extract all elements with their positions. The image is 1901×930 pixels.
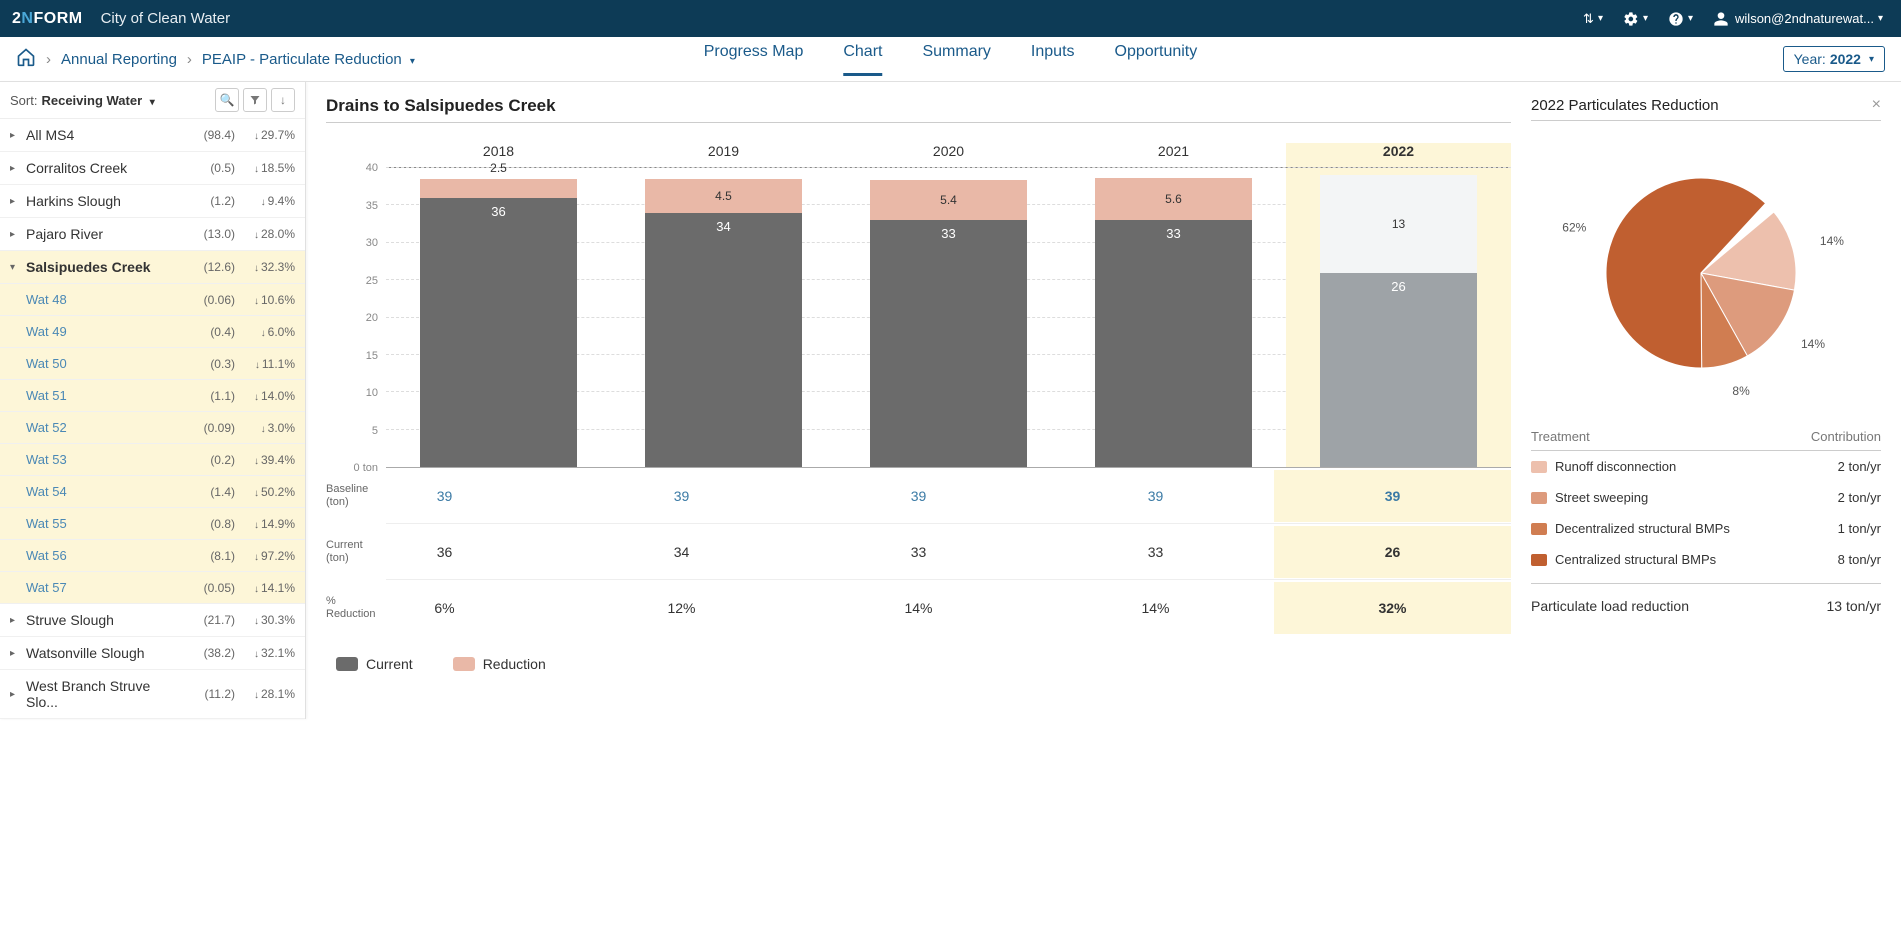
contribution-row: Centralized structural BMPs8 ton/yr <box>1531 544 1881 575</box>
tab-progress-map[interactable]: Progress Map <box>704 43 804 76</box>
breadcrumb-l1[interactable]: Annual Reporting <box>61 51 177 68</box>
year-header: 2021 <box>1061 143 1286 167</box>
y-axis: 4035302520151050 ton <box>326 168 386 468</box>
contribution-row: Runoff disconnection2 ton/yr <box>1531 451 1881 482</box>
sync-icon[interactable]: ⇅▾ <box>1577 7 1609 31</box>
svg-text:14%: 14% <box>1801 337 1825 351</box>
pct-cell: 14% <box>800 582 1037 634</box>
svg-text:14%: 14% <box>1820 234 1844 248</box>
sidebar-item[interactable]: ▸ Corralitos Creek (0.5) ↓18.5% <box>0 152 305 185</box>
bar-cell: 1326 <box>1286 168 1511 467</box>
sidebar-item[interactable]: ▸ West Branch Struve Slo... (11.2) ↓28.1… <box>0 670 305 719</box>
sidebar-item[interactable]: ▸ Watsonville Slough (38.2) ↓32.1% <box>0 637 305 670</box>
breadcrumb-sep: › <box>187 51 192 68</box>
baseline-label: Baseline (ton) <box>326 482 386 508</box>
current-cell: 33 <box>800 526 1037 578</box>
year-header: 2019 <box>611 143 836 167</box>
total-value: 13 ton/yr <box>1827 598 1881 614</box>
sort-row: Sort: Receiving Water ▾ 🔍 ↓ <box>0 82 305 119</box>
year-header: 2020 <box>836 143 1061 167</box>
sidebar-item[interactable]: ▸ Pajaro River (13.0) ↓28.0% <box>0 218 305 251</box>
svg-text:8%: 8% <box>1732 384 1750 398</box>
settings-icon[interactable]: ▾ <box>1617 7 1654 31</box>
sidebar-child-item[interactable]: Wat 49 (0.4) ↓6.0% <box>0 316 305 348</box>
sub-bar: › Annual Reporting › PEAIP - Particulate… <box>0 37 1901 82</box>
sidebar-tree: ▸ All MS4 (98.4) ↓29.7%▸ Corralitos Cree… <box>0 119 305 719</box>
breadcrumb-l2[interactable]: PEAIP - Particulate Reduction ▾ <box>202 51 415 68</box>
chart-title: Drains to Salsipuedes Creek <box>326 96 1511 123</box>
sidebar-child-item[interactable]: Wat 55 (0.8) ↓14.9% <box>0 508 305 540</box>
current-cell: 26 <box>1274 526 1511 578</box>
pct-row: % Reduction 6% 12% 14% 14% 32% <box>386 580 1511 636</box>
chart-bars: 2.5364.5345.4335.6331326 <box>386 168 1511 468</box>
current-cell: 34 <box>563 526 800 578</box>
bar-cell: 5.633 <box>1061 168 1286 467</box>
top-bar: 2NFORM City of Clean Water ⇅▾ ▾ ▾ wilson… <box>0 0 1901 37</box>
chart-legend: Current Reduction <box>336 656 1511 672</box>
close-icon[interactable]: × <box>1872 96 1881 114</box>
sidebar-item[interactable]: ▾ Salsipuedes Creek (12.6) ↓32.3% <box>0 251 305 284</box>
home-icon[interactable] <box>16 47 36 71</box>
sidebar-child-item[interactable]: Wat 51 (1.1) ↓14.0% <box>0 380 305 412</box>
total-label: Particulate load reduction <box>1531 598 1689 614</box>
sidebar-item[interactable]: ▸ All MS4 (98.4) ↓29.7% <box>0 119 305 152</box>
sidebar: Sort: Receiving Water ▾ 🔍 ↓ ▸ All MS4 (9… <box>0 82 306 719</box>
sidebar-item[interactable]: ▸ Harkins Slough (1.2) ↓9.4% <box>0 185 305 218</box>
sidebar-child-item[interactable]: Wat 54 (1.4) ↓50.2% <box>0 476 305 508</box>
filter-icon[interactable] <box>243 88 267 112</box>
baseline-cell[interactable]: 39 <box>563 470 800 522</box>
breadcrumb-sep: › <box>46 51 51 68</box>
sidebar-child-item[interactable]: Wat 50 (0.3) ↓11.1% <box>0 348 305 380</box>
pie-chart: 14% 14% 8% 62% <box>1531 133 1881 423</box>
contribution-row: Decentralized structural BMPs1 ton/yr <box>1531 513 1881 544</box>
svg-text:62%: 62% <box>1562 221 1586 235</box>
baseline-cell[interactable]: 39 <box>1274 470 1511 522</box>
city-name: City of Clean Water <box>101 10 231 27</box>
year-header: 2022 <box>1286 143 1511 167</box>
pct-cell: 32% <box>1274 582 1511 634</box>
download-icon[interactable]: ↓ <box>271 88 295 112</box>
baseline-row: Baseline (ton) 39 39 39 39 39 <box>386 468 1511 524</box>
baseline-cell[interactable]: 39 <box>800 470 1037 522</box>
current-row: Current (ton) 36 34 33 33 26 <box>386 524 1511 580</box>
baseline-cell[interactable]: 39 <box>1037 470 1274 522</box>
sort-value[interactable]: Receiving Water ▾ <box>41 93 154 108</box>
contribution-table: Treatment Contribution Runoff disconnect… <box>1531 423 1881 575</box>
sort-label: Sort: <box>10 93 37 108</box>
breadcrumb: › Annual Reporting › PEAIP - Particulate… <box>16 47 415 71</box>
tab-inputs[interactable]: Inputs <box>1031 43 1075 76</box>
sidebar-child-item[interactable]: Wat 57 (0.05) ↓14.1% <box>0 572 305 604</box>
sidebar-child-item[interactable]: Wat 56 (8.1) ↓97.2% <box>0 540 305 572</box>
legend-current: Current <box>366 656 413 672</box>
sidebar-child-item[interactable]: Wat 53 (0.2) ↓39.4% <box>0 444 305 476</box>
legend-reduction: Reduction <box>483 656 546 672</box>
table-header-treatment: Treatment <box>1531 429 1801 444</box>
bar-cell: 4.534 <box>611 168 836 467</box>
current-cell: 33 <box>1037 526 1274 578</box>
pie-title: 2022 Particulates Reduction × <box>1531 96 1881 121</box>
pct-label: % Reduction <box>326 595 386 621</box>
table-header-contribution: Contribution <box>1801 429 1881 444</box>
sidebar-item[interactable]: ▸ Struve Slough (21.7) ↓30.3% <box>0 604 305 637</box>
sidebar-child-item[interactable]: Wat 52 (0.09) ↓3.0% <box>0 412 305 444</box>
total-row: Particulate load reduction 13 ton/yr <box>1531 583 1881 614</box>
sidebar-child-item[interactable]: Wat 48 (0.06) ↓10.6% <box>0 284 305 316</box>
bar-cell: 5.433 <box>836 168 1061 467</box>
tab-summary[interactable]: Summary <box>922 43 990 76</box>
tab-opportunity[interactable]: Opportunity <box>1115 43 1198 76</box>
bar-cell: 2.536 <box>386 168 611 467</box>
user-menu[interactable]: wilson@2ndnaturewat...▾ <box>1707 7 1889 31</box>
app-logo: 2NFORM <box>12 10 83 28</box>
tab-chart[interactable]: Chart <box>843 43 882 76</box>
pct-cell: 12% <box>563 582 800 634</box>
help-icon[interactable]: ▾ <box>1662 7 1699 31</box>
tabs: Progress Map Chart Summary Inputs Opport… <box>704 43 1197 76</box>
contribution-row: Street sweeping2 ton/yr <box>1531 482 1881 513</box>
year-selector[interactable]: Year:2022▾ <box>1783 46 1885 72</box>
current-label: Current (ton) <box>326 538 386 564</box>
search-icon[interactable]: 🔍 <box>215 88 239 112</box>
pct-cell: 14% <box>1037 582 1274 634</box>
